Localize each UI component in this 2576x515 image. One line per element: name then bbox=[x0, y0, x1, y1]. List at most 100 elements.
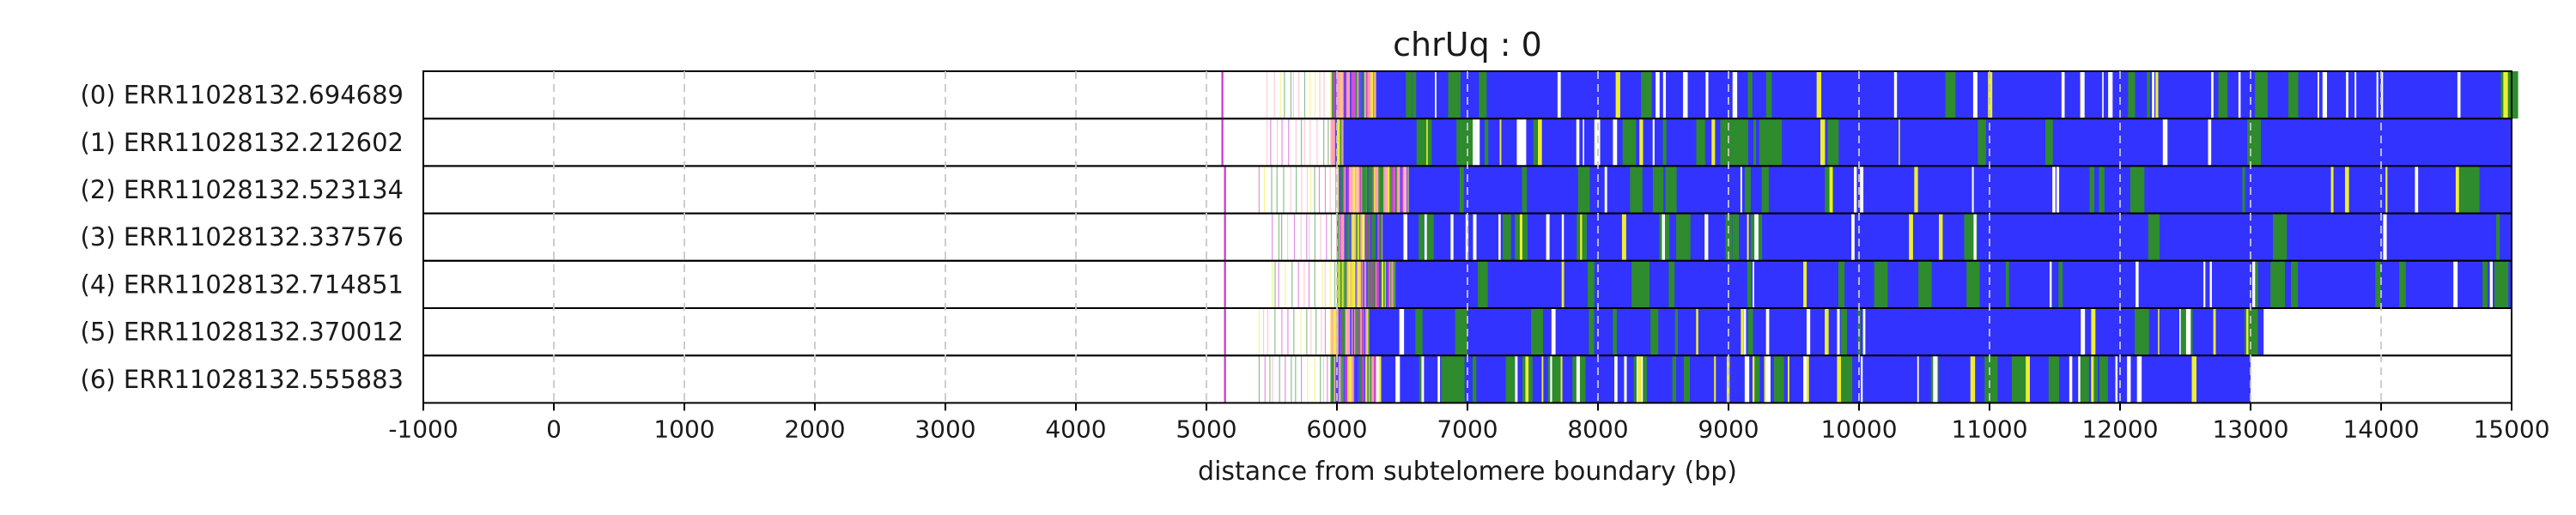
motif-mark bbox=[1346, 260, 1349, 308]
motif-mark bbox=[1353, 260, 1357, 308]
motif-mark bbox=[1740, 166, 1742, 214]
x-axis-label: distance from subtelomere boundary (bp) bbox=[1198, 457, 1737, 487]
motif-mark bbox=[2209, 260, 2212, 308]
motif-mark bbox=[1550, 355, 1552, 403]
motif-mark bbox=[1301, 166, 1303, 214]
motif-mark bbox=[1315, 308, 1317, 356]
motif-mark bbox=[1262, 308, 1265, 356]
motif-mark bbox=[2252, 260, 2257, 308]
motif-mark bbox=[1364, 355, 1367, 403]
motif-mark bbox=[2102, 71, 2104, 119]
motif-mark bbox=[1769, 118, 1783, 167]
motif-mark bbox=[1652, 118, 1655, 167]
motif-mark bbox=[1503, 213, 1511, 261]
motif-mark bbox=[1972, 71, 1978, 119]
motif-mark bbox=[2052, 166, 2056, 214]
motif-mark bbox=[1310, 166, 1312, 214]
motif-mark bbox=[1310, 308, 1312, 356]
motif-mark bbox=[1358, 166, 1362, 214]
motif-mark bbox=[1676, 213, 1691, 261]
read-row bbox=[422, 354, 2512, 404]
motif-mark bbox=[2185, 308, 2191, 356]
motif-mark bbox=[1696, 118, 1705, 167]
motif-mark bbox=[1375, 71, 1377, 119]
motif-mark bbox=[1917, 355, 1919, 403]
motif-mark bbox=[1537, 118, 1542, 167]
motif-mark bbox=[1278, 260, 1279, 308]
motif-mark bbox=[1331, 355, 1335, 403]
repeat-block bbox=[1370, 308, 2264, 356]
motif-mark bbox=[1639, 118, 1643, 167]
motif-mark bbox=[2026, 355, 2030, 403]
chart-title: chrUq : 0 bbox=[1393, 26, 1542, 64]
motif-mark bbox=[1753, 260, 1754, 308]
motif-mark bbox=[2469, 166, 2480, 214]
motif-mark bbox=[2255, 71, 2268, 119]
motif-mark bbox=[1747, 71, 1753, 119]
motif-mark bbox=[1519, 213, 1522, 261]
motif-mark bbox=[1598, 118, 1601, 167]
motif-mark bbox=[2069, 355, 2073, 403]
row-label: (6) ERR11028132.555883 bbox=[81, 365, 404, 394]
motif-mark bbox=[1452, 355, 1465, 403]
motif-mark bbox=[1650, 308, 1659, 356]
motif-mark bbox=[1862, 308, 1866, 356]
motif-mark bbox=[1765, 355, 1771, 403]
motif-mark bbox=[2128, 71, 2136, 119]
motif-mark bbox=[1861, 355, 1863, 403]
motif-mark bbox=[1267, 308, 1269, 356]
motif-mark bbox=[1300, 308, 1302, 356]
motif-mark bbox=[1364, 213, 1368, 261]
x-tick-label: 8000 bbox=[1567, 415, 1628, 443]
motif-mark bbox=[1343, 355, 1346, 403]
motif-mark bbox=[2127, 355, 2131, 403]
motif-mark bbox=[1522, 118, 1527, 167]
motif-mark bbox=[1357, 213, 1360, 261]
motif-mark bbox=[2453, 260, 2458, 308]
motif-mark bbox=[1318, 166, 1321, 214]
motif-mark bbox=[1258, 166, 1260, 214]
motif-mark bbox=[1914, 166, 1918, 214]
motif-mark bbox=[1744, 355, 1750, 403]
row-labels: (0) ERR11028132.694689 (1) ERR11028132.21… bbox=[81, 81, 404, 394]
motif-mark bbox=[1400, 166, 1403, 214]
motif-mark bbox=[1361, 355, 1365, 403]
motif-mark bbox=[1272, 213, 1273, 261]
repeat-block bbox=[1408, 166, 2512, 214]
motif-mark bbox=[1705, 71, 1709, 119]
x-tick-label: -1000 bbox=[388, 415, 458, 443]
motif-mark bbox=[2399, 260, 2406, 308]
motif-mark bbox=[1357, 71, 1360, 119]
motif-mark bbox=[2078, 355, 2081, 403]
row-label: (0) ERR11028132.694689 bbox=[81, 81, 404, 110]
motif-mark bbox=[1367, 355, 1370, 403]
motif-mark bbox=[1752, 355, 1755, 403]
motif-mark bbox=[2208, 118, 2212, 167]
motif-mark bbox=[1319, 71, 1321, 119]
motif-mark bbox=[1837, 355, 1842, 403]
motif-mark bbox=[1339, 166, 1343, 214]
motif-mark bbox=[1541, 355, 1544, 403]
motif-mark bbox=[1737, 118, 1748, 167]
motif-mark bbox=[1270, 118, 1272, 167]
motif-mark bbox=[1726, 355, 1730, 403]
boundary-marker bbox=[1221, 71, 1224, 119]
motif-mark bbox=[2089, 166, 2094, 214]
motif-mark bbox=[1522, 166, 1528, 214]
motif-mark bbox=[1258, 355, 1260, 403]
motif-mark bbox=[1722, 118, 1729, 167]
motif-mark bbox=[1587, 260, 1595, 308]
row-label: (5) ERR11028132.370012 bbox=[81, 318, 404, 347]
motif-mark bbox=[1683, 355, 1690, 403]
motif-mark bbox=[1761, 118, 1771, 167]
motif-mark bbox=[1323, 71, 1325, 119]
motif-mark bbox=[1322, 355, 1324, 403]
motif-mark bbox=[1345, 308, 1349, 356]
motif-mark bbox=[2218, 71, 2228, 119]
motif-mark bbox=[1279, 71, 1281, 119]
motif-mark bbox=[1837, 308, 1840, 356]
motif-mark bbox=[1335, 166, 1337, 214]
motif-mark bbox=[1341, 308, 1345, 356]
motif-mark bbox=[1561, 213, 1564, 261]
motif-mark bbox=[1806, 308, 1811, 356]
